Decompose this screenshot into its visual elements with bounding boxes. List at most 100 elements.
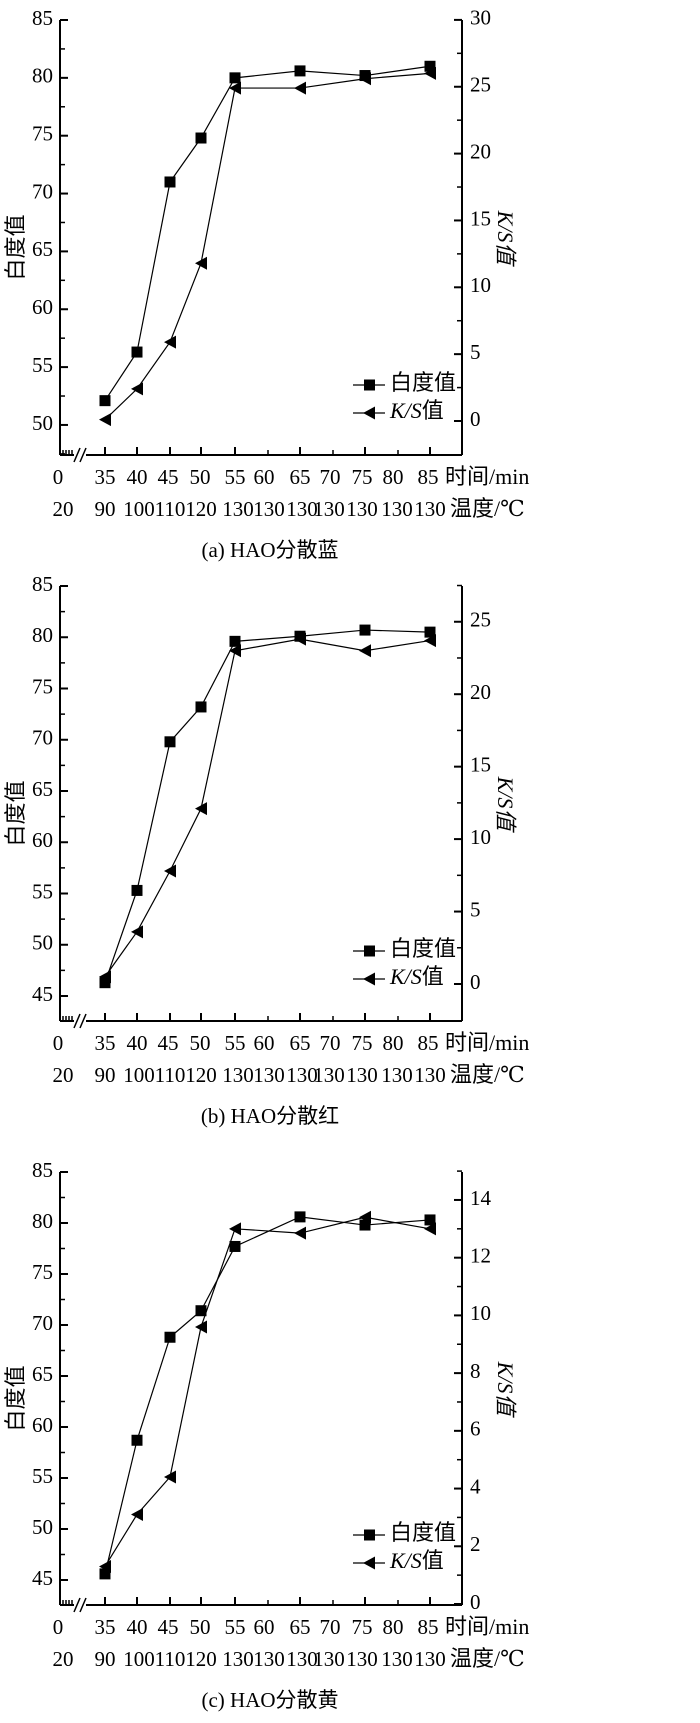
ks-point xyxy=(99,413,111,427)
legend-triangle-marker xyxy=(363,406,375,420)
time-tick-label: 70 xyxy=(320,1031,341,1055)
whiteness-point xyxy=(195,132,207,144)
time-tick-label: 85 xyxy=(418,1615,439,1639)
temp-tick-label: 130 xyxy=(381,1647,413,1671)
ks-point xyxy=(164,864,176,878)
left-tick-label: 55 xyxy=(32,879,53,903)
temp-tick-label: 130 xyxy=(346,1063,378,1087)
temp-tick-label: 100 xyxy=(123,1063,155,1087)
ks-point xyxy=(294,632,306,646)
ks-point xyxy=(359,1210,371,1224)
left-tick-label: 55 xyxy=(32,1464,53,1488)
right-tick-label: 5 xyxy=(470,340,481,364)
time-tick-label: 65 xyxy=(290,1031,311,1055)
axis-break-mark xyxy=(73,1013,81,1029)
time-tick-label: 60 xyxy=(254,1615,275,1639)
ks-point xyxy=(99,970,111,984)
axis-break-mark xyxy=(79,1597,87,1613)
time-axis-label: 时间/min xyxy=(445,1030,529,1055)
time-tick-label: 40 xyxy=(127,465,148,489)
temp-tick-label: 130 xyxy=(222,1063,254,1087)
left-tick-label: 70 xyxy=(32,1311,53,1335)
panel-caption: (c) HAO分散黄 xyxy=(201,1688,338,1712)
ks-point xyxy=(359,72,371,86)
axis-break-gap xyxy=(74,1015,86,1027)
temp-tick-label: 90 xyxy=(95,1647,116,1671)
temp-tick-label: 120 xyxy=(185,1063,217,1087)
right-tick-label: 30 xyxy=(470,6,491,30)
right-tick-label: 8 xyxy=(470,1359,481,1383)
left-tick-label: 85 xyxy=(32,572,53,596)
temp-tick-label: 100 xyxy=(123,497,155,521)
series-line-ks xyxy=(104,72,431,421)
time-tick-label: 50 xyxy=(190,1615,211,1639)
left-tick-label: 55 xyxy=(32,353,53,377)
temp-tick-label: 20 xyxy=(53,497,74,521)
right-tick-label: 0 xyxy=(470,1590,481,1614)
time-tick-label: 50 xyxy=(190,1031,211,1055)
time-tick-label: 65 xyxy=(290,1615,311,1639)
left-tick-label: 50 xyxy=(32,931,53,955)
whiteness-point xyxy=(229,635,241,647)
whiteness-point xyxy=(164,176,176,188)
right-tick-label: 2 xyxy=(470,1532,481,1556)
ks-point xyxy=(229,1222,241,1236)
temp-tick-label: 130 xyxy=(313,497,345,521)
temp-tick-label: 20 xyxy=(53,1063,74,1087)
time-tick-label: 70 xyxy=(320,1615,341,1639)
temp-tick-label: 130 xyxy=(381,497,413,521)
ks-point xyxy=(195,802,207,816)
whiteness-point xyxy=(229,1240,241,1252)
ks-point xyxy=(131,925,143,939)
right-tick-label: 10 xyxy=(470,825,491,849)
left-tick-label: 65 xyxy=(32,1362,53,1386)
time-tick-label: 60 xyxy=(254,1031,275,1055)
left-tick-label: 60 xyxy=(32,828,53,852)
time-tick-label: 40 xyxy=(127,1031,148,1055)
whiteness-point xyxy=(359,624,371,636)
ks-point xyxy=(424,634,436,648)
right-tick-label: 5 xyxy=(470,897,481,921)
left-tick-label: 85 xyxy=(32,1158,53,1182)
temp-tick-label: 130 xyxy=(414,1063,446,1087)
left-tick-label: 80 xyxy=(32,623,53,647)
left-tick-label: 85 xyxy=(32,6,53,30)
right-tick-label: 0 xyxy=(470,407,481,431)
axis-break-mark xyxy=(73,1597,81,1613)
ks-point xyxy=(99,1559,111,1573)
ks-point xyxy=(131,382,143,396)
left-tick-label: 65 xyxy=(32,237,53,261)
time-tick-label: 85 xyxy=(418,1031,439,1055)
whiteness-point xyxy=(131,1434,143,1446)
legend-label: 白度值 xyxy=(390,370,456,395)
whiteness-point xyxy=(99,977,111,989)
right-tick-label: 12 xyxy=(470,1243,491,1267)
right-tick-label: 25 xyxy=(470,608,491,632)
temp-tick-label: 130 xyxy=(381,1063,413,1087)
time-tick-label: 80 xyxy=(383,1031,404,1055)
right-tick-label: 10 xyxy=(470,273,491,297)
left-tick-label: 60 xyxy=(32,295,53,319)
series-line-whiteness xyxy=(104,65,431,401)
legend-label: K/S值 xyxy=(389,1548,444,1573)
ks-point xyxy=(294,81,306,95)
time-tick-label: 85 xyxy=(418,465,439,489)
temp-tick-label: 90 xyxy=(95,497,116,521)
whiteness-point xyxy=(99,1568,111,1580)
time-tick-label: 55 xyxy=(225,1615,246,1639)
time-tick-label: 65 xyxy=(290,465,311,489)
series-line-ks xyxy=(104,1216,431,1567)
left-tick-label: 60 xyxy=(32,1413,53,1437)
left-tick-label: 75 xyxy=(32,674,53,698)
panel-caption: (a) HAO分散蓝 xyxy=(201,538,338,562)
time-tick-label: 50 xyxy=(190,465,211,489)
temp-tick-label: 130 xyxy=(222,1647,254,1671)
series-line-whiteness xyxy=(104,629,431,983)
whiteness-point xyxy=(359,1219,371,1231)
left-tick-label: 50 xyxy=(32,1515,53,1539)
temp-tick-label: 110 xyxy=(155,1063,186,1087)
right-tick-label: 15 xyxy=(470,206,491,230)
left-axis-title: 白度值 xyxy=(3,214,28,280)
